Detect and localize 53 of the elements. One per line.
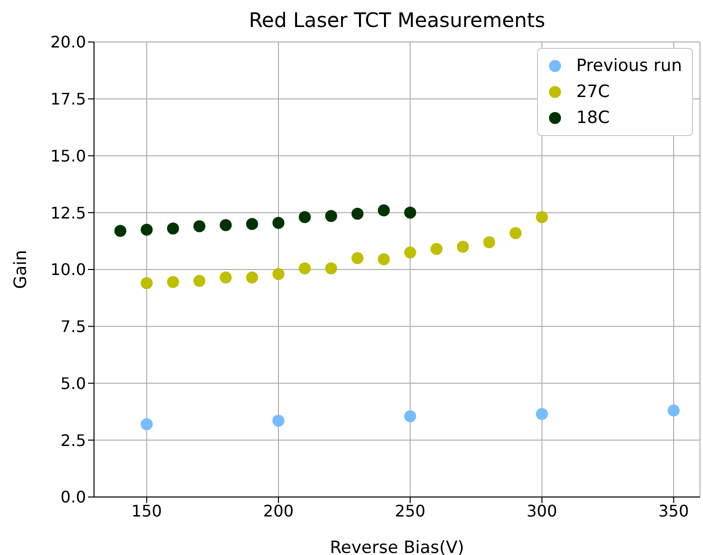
point — [220, 219, 232, 232]
x-tick-label: 300 — [526, 501, 558, 520]
x-tick-label: 200 — [263, 501, 294, 520]
y-tick-label: 15.0 — [50, 146, 86, 166]
point — [378, 204, 390, 216]
point — [167, 222, 180, 235]
x-axis-title: Reverse Bias(V) — [330, 538, 464, 555]
point — [378, 253, 390, 266]
point — [536, 408, 548, 420]
point — [351, 252, 364, 264]
point — [325, 262, 338, 274]
y-tick-label: 12.5 — [50, 203, 86, 222]
point — [193, 274, 206, 287]
point — [404, 246, 416, 258]
point — [246, 218, 258, 230]
y-tick-label: 2.5 — [60, 430, 86, 450]
point — [298, 262, 311, 274]
legend-label: Previous run — [576, 55, 682, 78]
point — [272, 216, 284, 229]
point — [272, 268, 284, 280]
point — [351, 208, 364, 220]
y-tick-label: 17.5 — [50, 90, 86, 109]
point — [483, 236, 496, 248]
point — [272, 414, 284, 427]
y-tick-label: 10.0 — [50, 260, 86, 280]
point — [140, 418, 153, 430]
point — [430, 243, 443, 256]
y-tick-label: 7.5 — [60, 317, 86, 336]
point — [246, 271, 258, 284]
point — [140, 224, 153, 236]
point — [536, 211, 548, 224]
point — [456, 240, 469, 253]
point — [404, 206, 416, 219]
y-tick-label: 20.0 — [50, 32, 86, 52]
y-tick-label: 5.0 — [60, 374, 86, 393]
point — [114, 224, 126, 237]
point — [220, 271, 232, 284]
legend-label: 27C — [576, 81, 610, 104]
legend-label: 18C — [576, 107, 610, 130]
point — [298, 211, 311, 224]
point — [510, 227, 522, 240]
x-tick-label: 350 — [658, 501, 689, 520]
x-tick-label: 250 — [394, 501, 426, 520]
point — [325, 210, 338, 222]
point — [404, 410, 416, 422]
point — [167, 276, 180, 288]
point — [140, 277, 153, 290]
point — [668, 404, 680, 417]
x-tick-label: 150 — [131, 501, 162, 520]
point — [193, 220, 206, 232]
y-tick-label: 0.0 — [60, 488, 86, 507]
y-axis-title: Gain — [11, 250, 32, 290]
chart-title: Red Laser TCT Measurements — [248, 8, 546, 32]
